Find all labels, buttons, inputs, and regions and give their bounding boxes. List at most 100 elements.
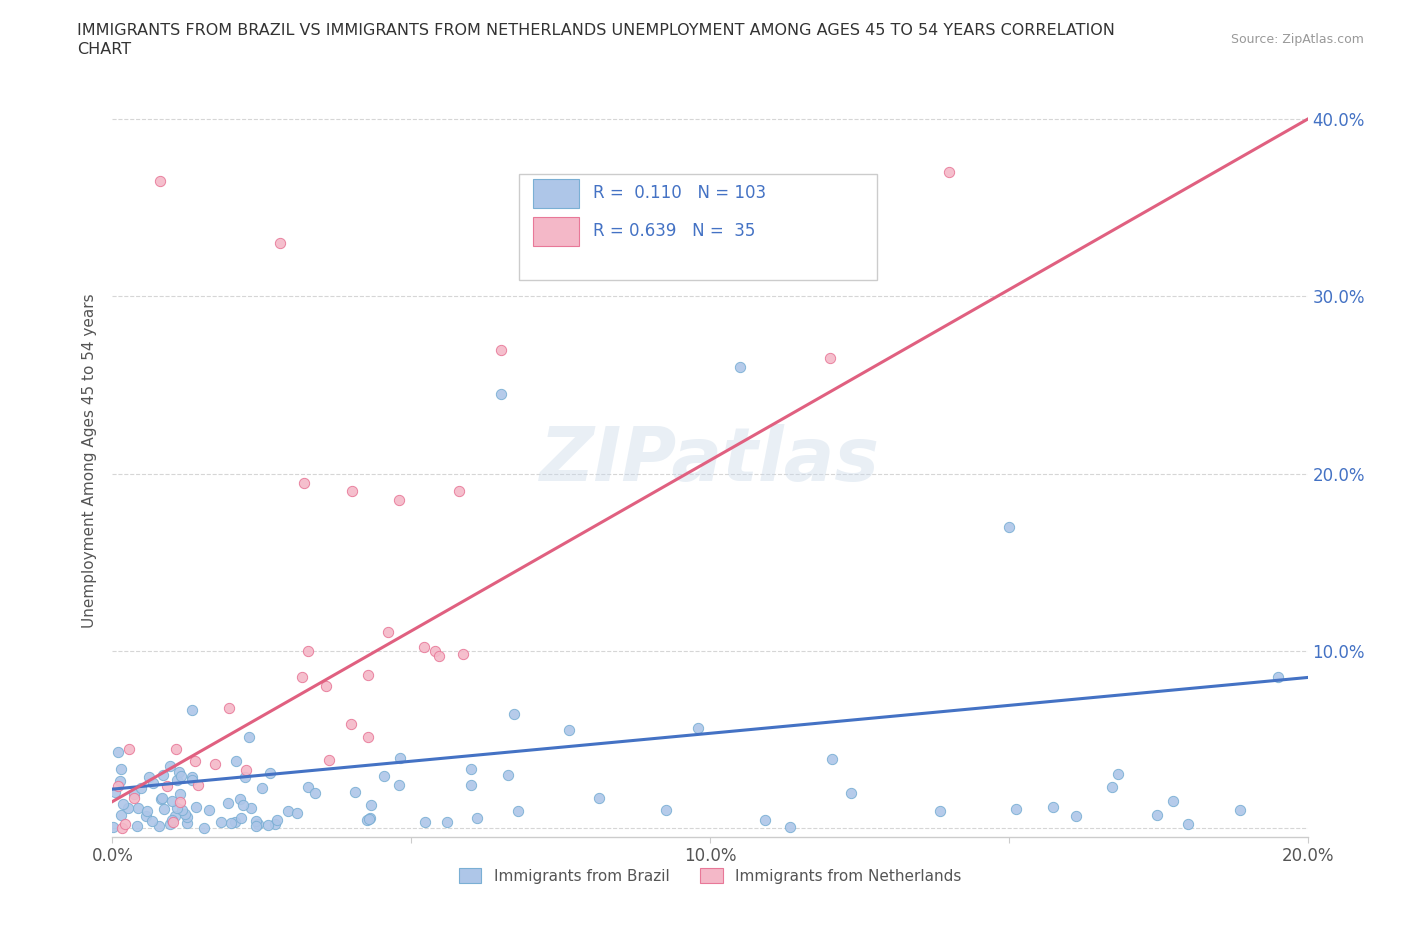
Legend: Immigrants from Brazil, Immigrants from Netherlands: Immigrants from Brazil, Immigrants from … — [453, 861, 967, 890]
Point — [356, 812, 378, 827]
Point — [245, 814, 267, 829]
Point — [266, 813, 288, 828]
Point — [373, 768, 395, 783]
Point — [141, 814, 163, 829]
Text: CHART: CHART — [77, 42, 131, 57]
Point — [453, 646, 475, 661]
Point — [357, 730, 380, 745]
Point — [217, 796, 239, 811]
Point — [343, 785, 366, 800]
Point — [152, 767, 174, 782]
Point — [297, 779, 319, 794]
Point — [198, 802, 221, 817]
Point — [339, 716, 361, 731]
Point — [1267, 670, 1289, 684]
Point — [108, 773, 131, 788]
Point — [1064, 808, 1087, 823]
Point — [229, 810, 252, 825]
Point — [269, 236, 291, 251]
Point — [153, 802, 176, 817]
Point — [377, 625, 399, 640]
Point — [413, 815, 436, 830]
Point — [277, 804, 299, 818]
Point — [142, 775, 165, 790]
Point — [169, 795, 191, 810]
Point — [489, 387, 512, 402]
Point — [235, 762, 257, 777]
FancyBboxPatch shape — [533, 217, 579, 246]
Point — [686, 721, 709, 736]
Point — [136, 804, 159, 818]
Point — [449, 484, 471, 498]
Point — [111, 820, 134, 835]
Point — [218, 700, 240, 715]
Point — [285, 805, 308, 820]
Point — [148, 819, 170, 834]
Point — [388, 777, 411, 792]
Point — [181, 770, 204, 785]
Point — [588, 790, 610, 805]
Point — [318, 752, 340, 767]
Point — [225, 754, 247, 769]
Point — [159, 817, 181, 831]
Point — [149, 174, 172, 189]
FancyBboxPatch shape — [533, 179, 579, 208]
Point — [117, 800, 139, 815]
Text: R =  0.110   N = 103: R = 0.110 N = 103 — [593, 184, 766, 202]
Point — [340, 484, 363, 498]
Point — [389, 751, 412, 766]
Point — [1146, 807, 1168, 822]
Point — [360, 797, 382, 812]
Point — [163, 809, 186, 824]
Point — [304, 786, 326, 801]
Point — [127, 801, 149, 816]
Point — [181, 772, 204, 787]
Point — [114, 817, 136, 831]
Point — [1004, 802, 1026, 817]
Point — [754, 813, 776, 828]
Point — [229, 792, 252, 807]
Point — [169, 787, 191, 802]
Point — [436, 815, 458, 830]
Point — [467, 810, 489, 825]
Point — [489, 342, 512, 357]
Point — [1161, 793, 1184, 808]
Point — [174, 806, 197, 821]
Point — [232, 797, 254, 812]
Point — [1177, 817, 1199, 831]
Point — [1042, 800, 1064, 815]
Point — [557, 723, 579, 737]
Point — [150, 791, 173, 806]
Point — [209, 815, 232, 830]
FancyBboxPatch shape — [519, 174, 877, 280]
Point — [166, 801, 188, 816]
Point — [150, 790, 173, 805]
Point — [127, 818, 149, 833]
Point — [460, 777, 482, 792]
Text: Source: ZipAtlas.com: Source: ZipAtlas.com — [1230, 33, 1364, 46]
Point — [110, 762, 132, 777]
Point — [821, 752, 844, 767]
Point — [1229, 803, 1251, 817]
Text: ZIPatlas: ZIPatlas — [540, 424, 880, 497]
Point — [359, 810, 381, 825]
Point — [122, 787, 145, 802]
Point — [187, 777, 209, 792]
Point — [779, 819, 801, 834]
Point — [246, 817, 269, 831]
Point — [728, 360, 751, 375]
Point — [162, 793, 184, 808]
Point — [167, 764, 190, 779]
Point — [183, 753, 205, 768]
Point — [156, 778, 179, 793]
Point — [928, 804, 950, 818]
Point — [839, 786, 862, 801]
Point — [135, 808, 157, 823]
Point — [176, 809, 198, 824]
Point — [111, 796, 134, 811]
Point — [413, 640, 436, 655]
Y-axis label: Unemployment Among Ages 45 to 54 years: Unemployment Among Ages 45 to 54 years — [82, 293, 97, 628]
Point — [224, 815, 246, 830]
Point — [315, 678, 337, 693]
Point — [297, 644, 319, 658]
